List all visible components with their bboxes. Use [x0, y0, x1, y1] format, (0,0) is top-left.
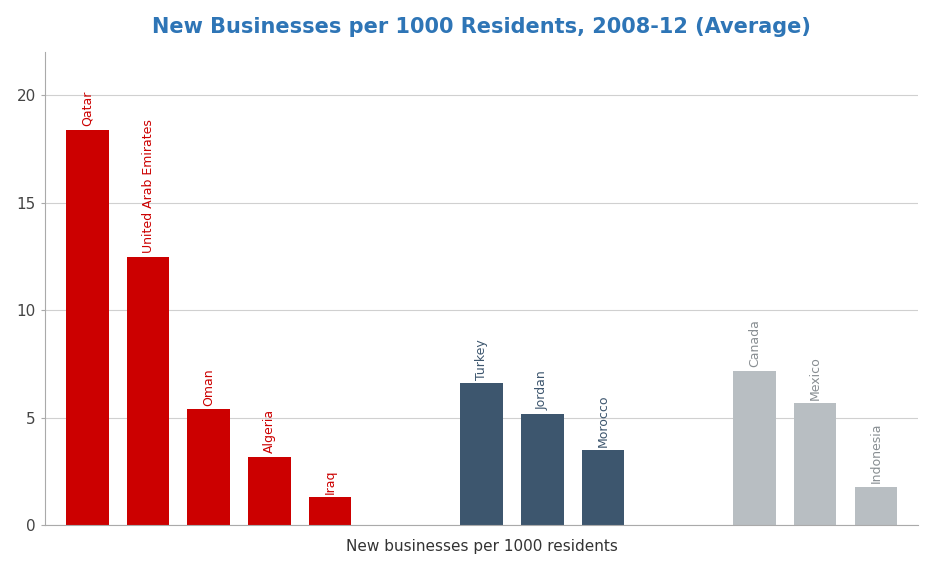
Text: Indonesia: Indonesia — [870, 423, 883, 484]
Text: Turkey: Turkey — [475, 340, 488, 380]
Bar — [248, 457, 291, 525]
Bar — [794, 403, 837, 525]
Text: Iraq: Iraq — [324, 470, 337, 494]
Bar — [127, 256, 169, 525]
Bar — [460, 384, 503, 525]
Text: Qatar: Qatar — [81, 91, 94, 126]
Text: Jordan: Jordan — [536, 371, 549, 411]
Bar — [733, 371, 776, 525]
Text: Algeria: Algeria — [263, 409, 276, 453]
Text: Canada: Canada — [748, 319, 761, 367]
Bar — [582, 450, 625, 525]
Text: Morocco: Morocco — [597, 395, 610, 447]
Title: New Businesses per 1000 Residents, 2008-12 (Average): New Businesses per 1000 Residents, 2008-… — [152, 17, 811, 37]
Bar — [66, 130, 108, 525]
Bar — [309, 497, 352, 525]
Text: United Arab Emirates: United Arab Emirates — [141, 119, 154, 254]
X-axis label: New businesses per 1000 residents: New businesses per 1000 residents — [346, 540, 618, 554]
Text: Oman: Oman — [202, 368, 215, 406]
Bar — [855, 486, 897, 525]
Bar — [188, 409, 230, 525]
Text: Mexico: Mexico — [809, 356, 822, 400]
Bar — [521, 413, 564, 525]
